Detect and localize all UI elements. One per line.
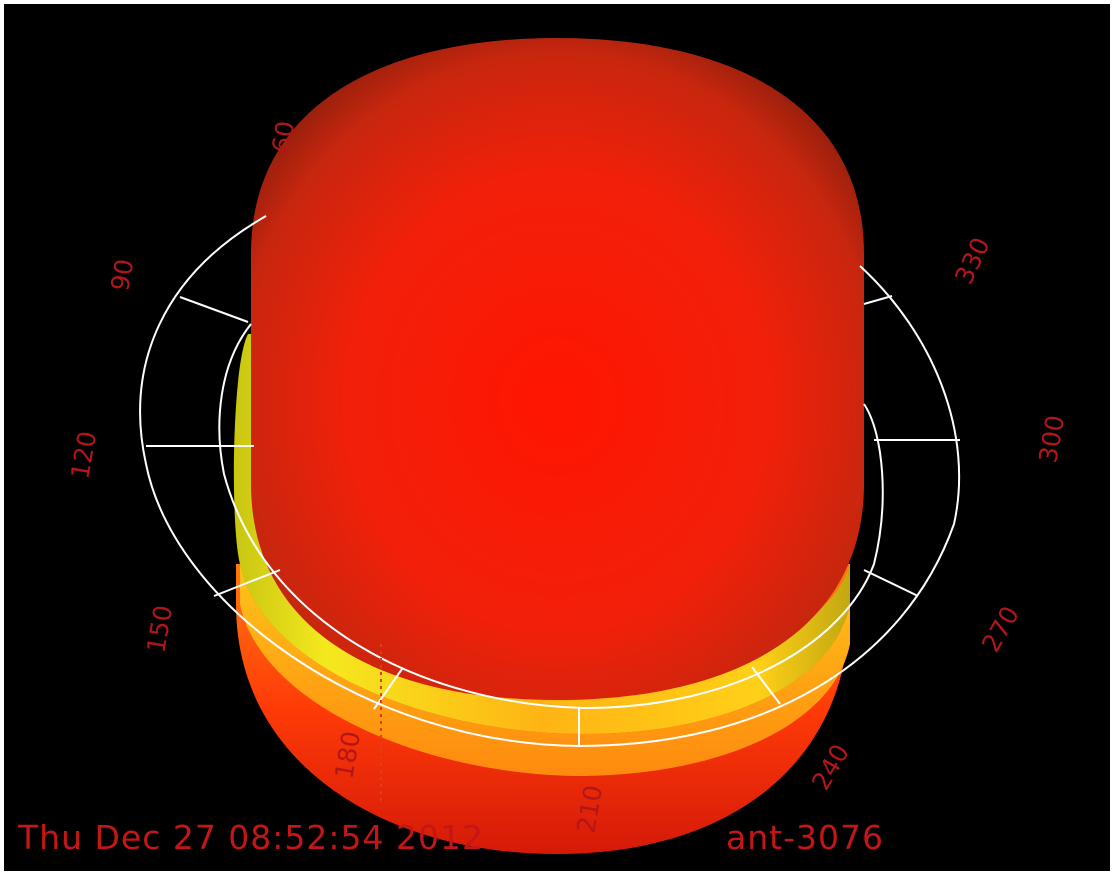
angle-label-300: 300 <box>1033 413 1070 465</box>
red-body <box>251 38 864 700</box>
angle-label-150: 150 <box>141 603 178 655</box>
angle-label-330: 330 <box>949 233 995 289</box>
viewer-canvas: 60 90 120 150 180 210 240 270 300 330 Th… <box>4 4 1110 871</box>
scene-svg: 60 90 120 150 180 210 240 270 300 330 <box>4 4 1110 871</box>
angle-label-60: 60 <box>266 119 300 155</box>
angle-label-90: 90 <box>105 257 139 293</box>
angle-label-120: 120 <box>65 429 102 481</box>
angle-label-270: 270 <box>976 601 1025 657</box>
angle-label-240: 240 <box>806 739 855 795</box>
